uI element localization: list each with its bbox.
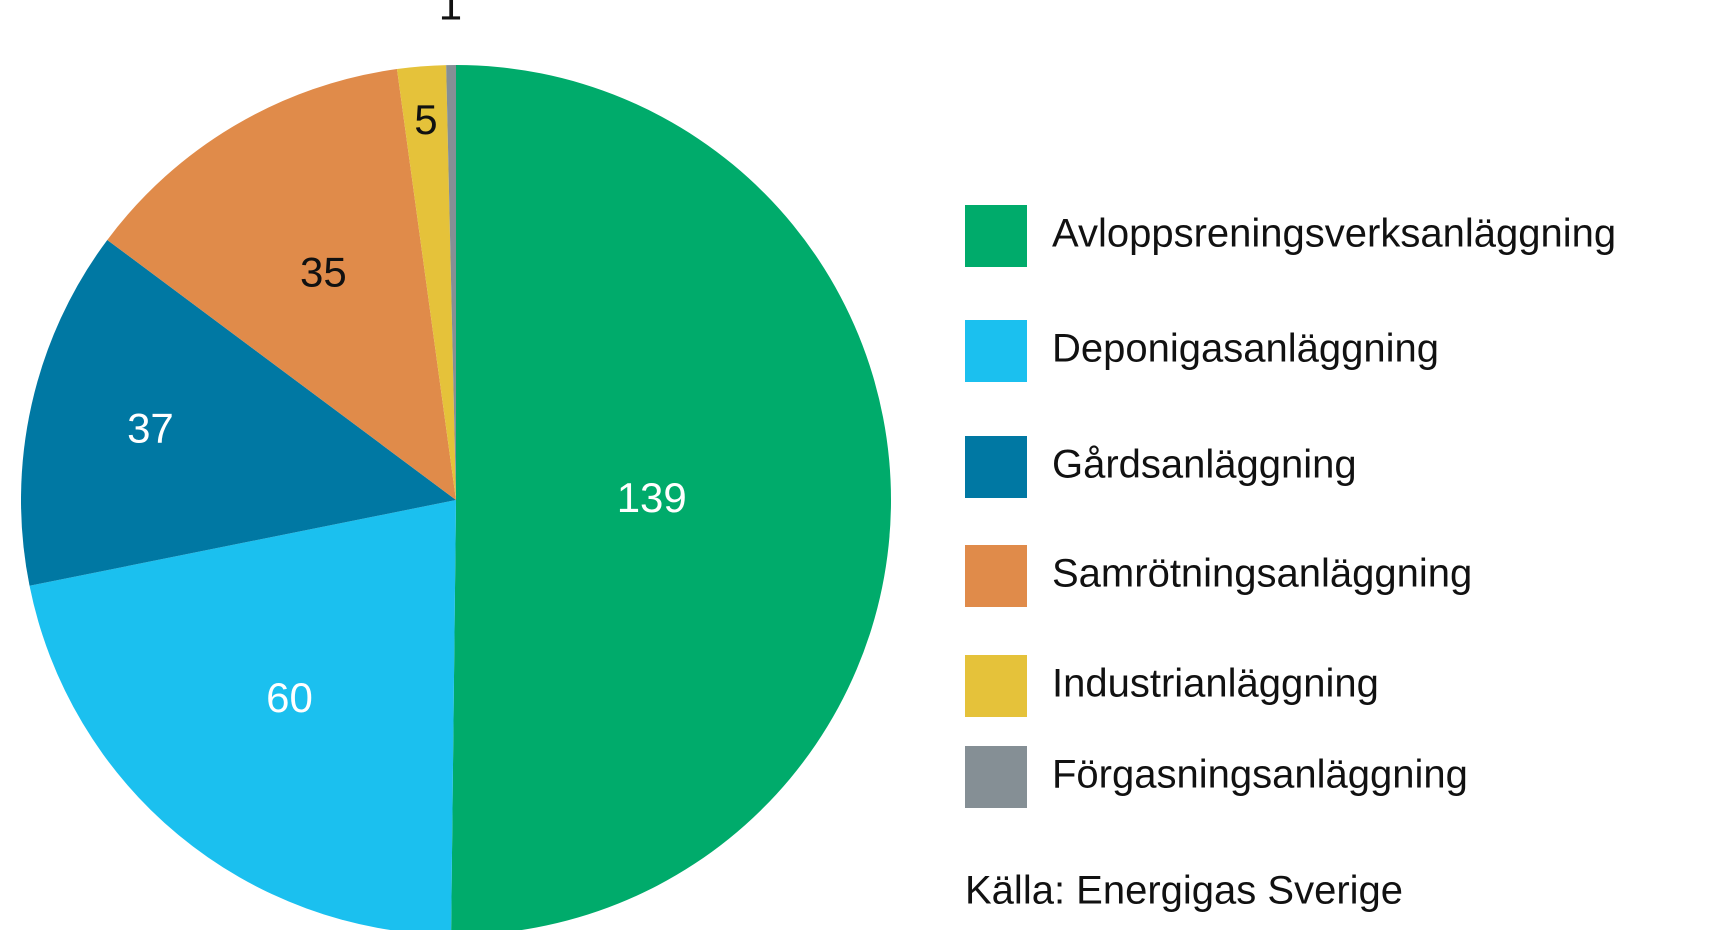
legend-swatch [965,436,1027,498]
source: Källa: Energigas Sverige [965,869,1403,913]
legend-label: Avloppsreningsverksanläggning [1052,212,1616,256]
data-label: 5 [414,96,437,143]
pie-slice [451,65,891,930]
pie-slice [446,65,456,500]
legend-label: Industrianläggning [1052,662,1379,706]
legend-swatch [965,205,1027,267]
data-label: 60 [266,674,313,721]
legend-label: Förgasningsanläggning [1052,753,1468,797]
data-label: 1 [439,0,462,29]
pie-slice [396,65,456,500]
legend-swatch [965,746,1027,808]
legend-swatch [965,320,1027,382]
pie-slice [21,239,456,586]
pie-slice [29,500,456,930]
legend-swatch [965,545,1027,607]
legend-label: Gårdsanläggning [1052,443,1357,487]
pie-slice [107,69,456,500]
data-label: 37 [127,404,174,451]
data-label: 139 [617,474,687,521]
legend-swatch [965,655,1027,717]
data-label: 35 [300,248,347,295]
legend-label: Deponigasanläggning [1052,327,1439,371]
legend-label: Samrötningsanläggning [1052,552,1472,596]
